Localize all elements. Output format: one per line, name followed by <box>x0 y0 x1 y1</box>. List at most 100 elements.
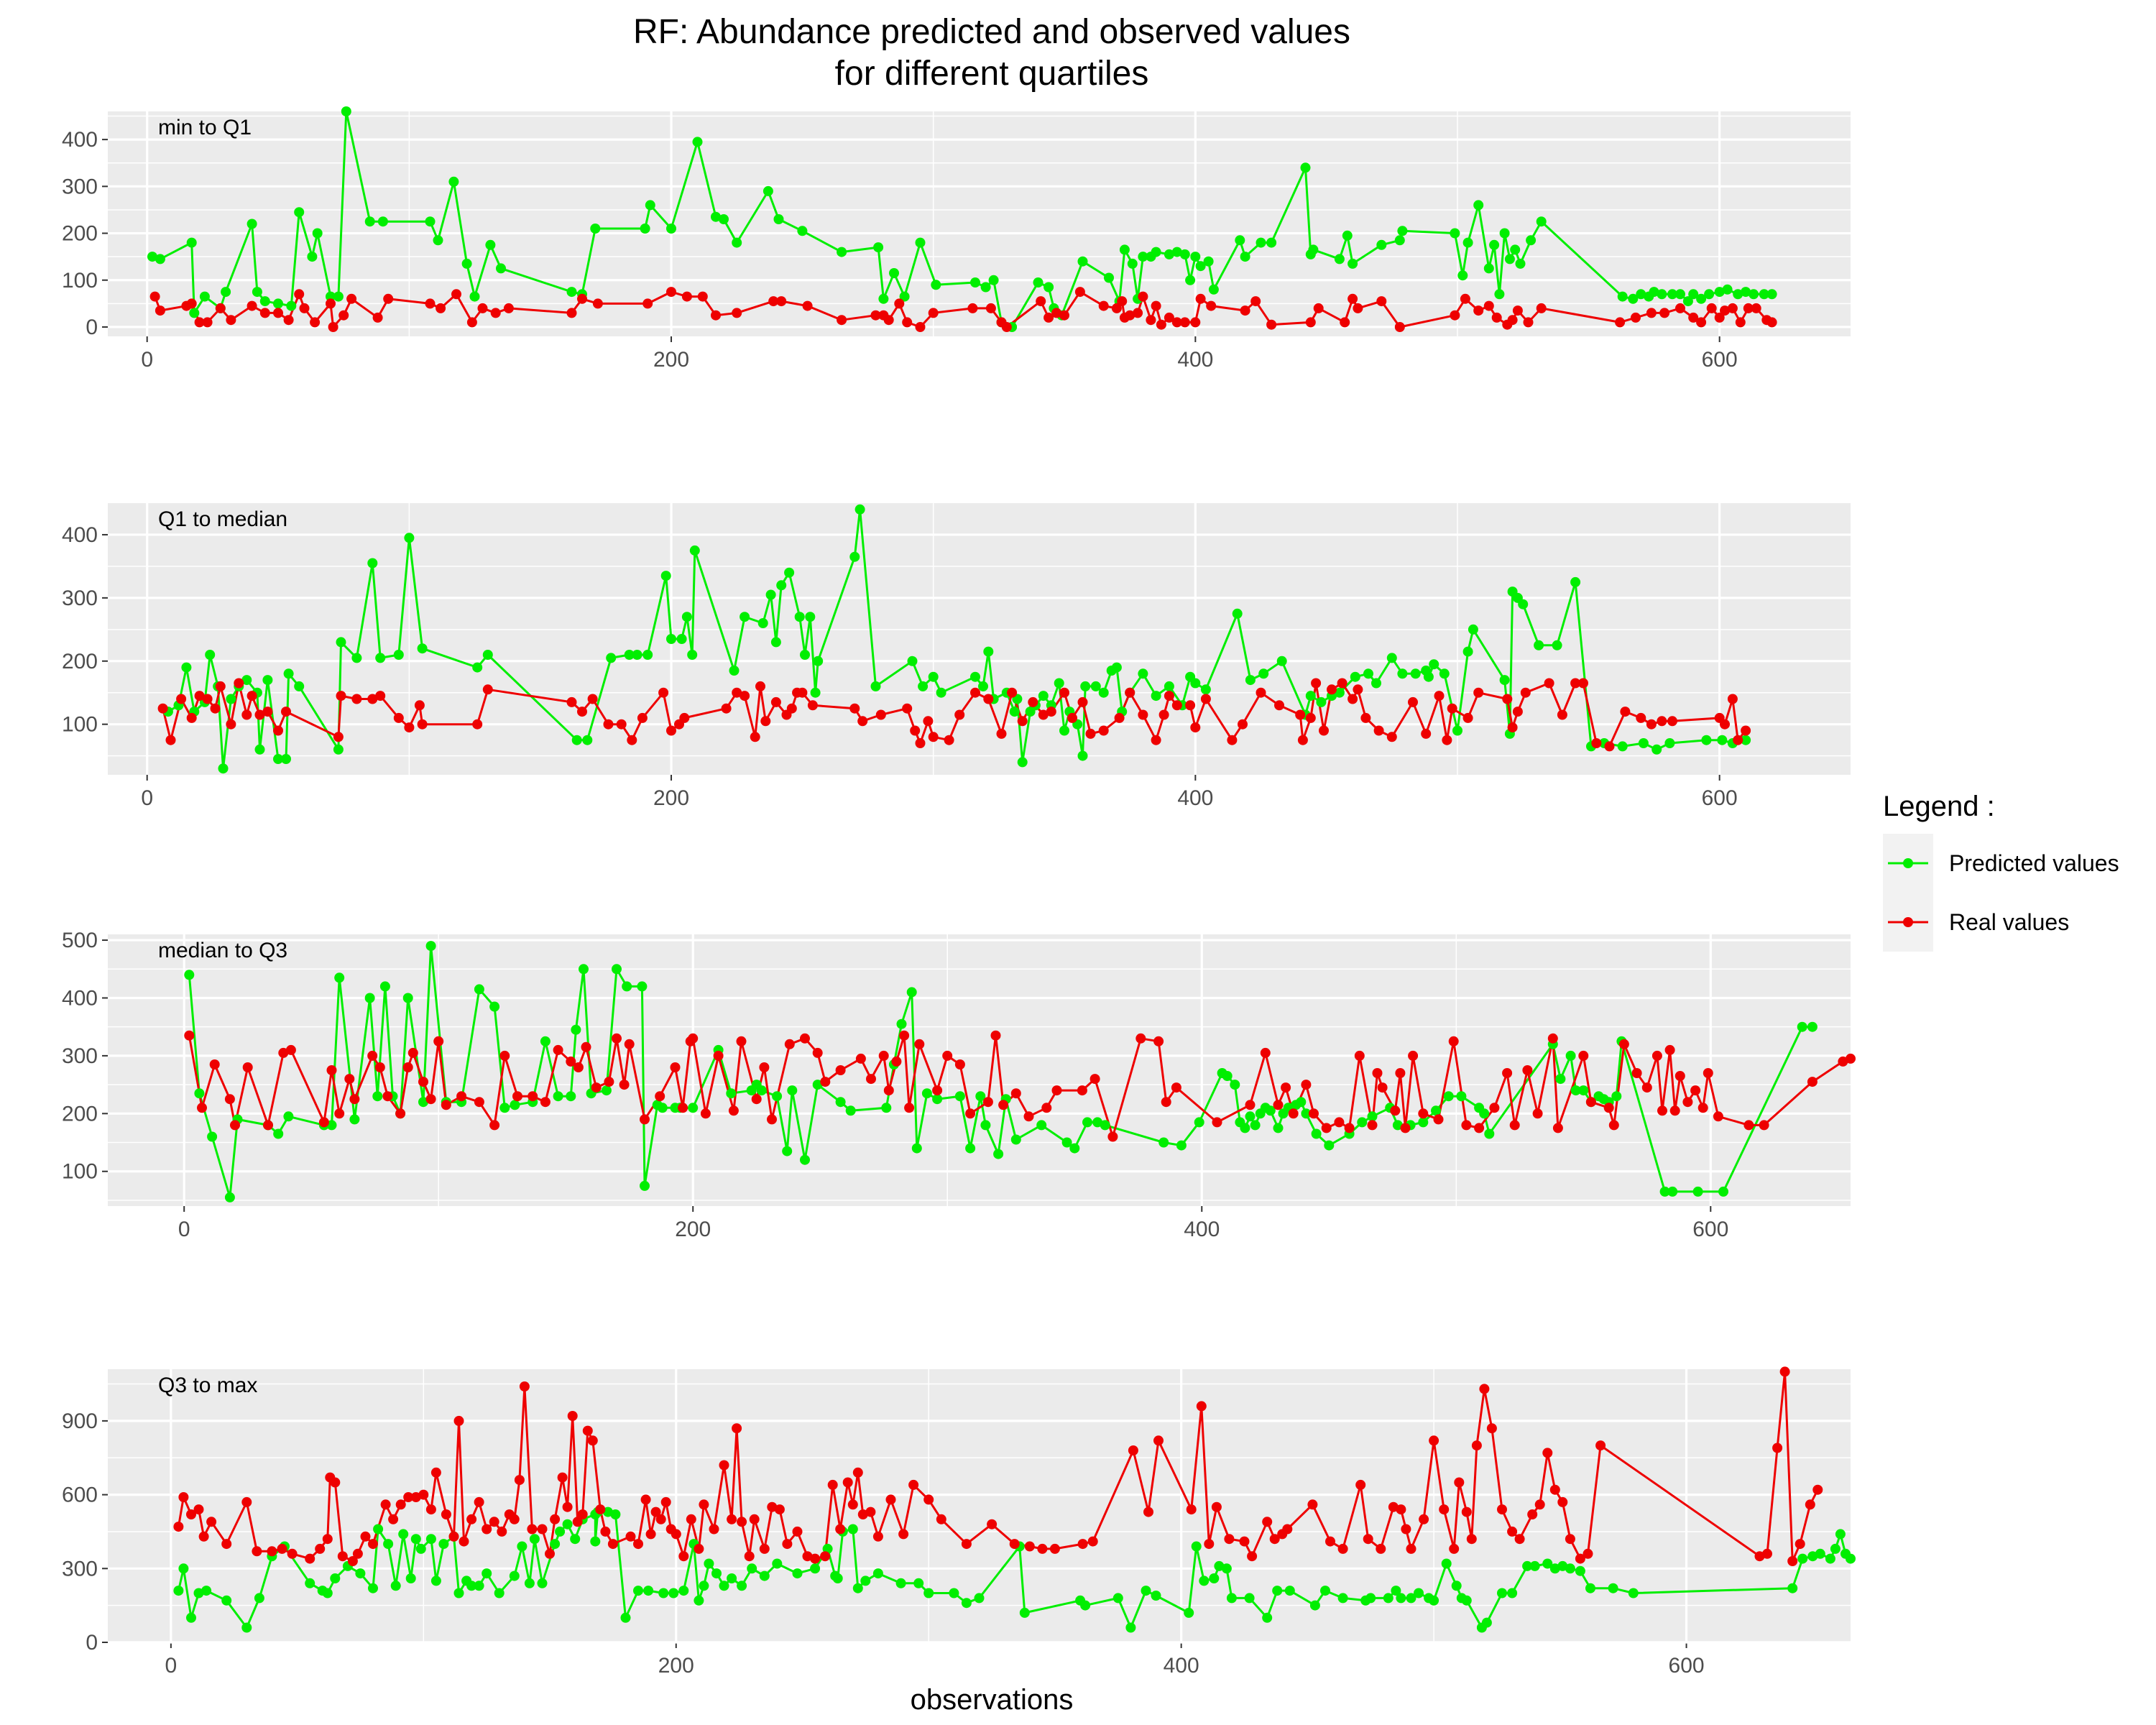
facet-panels: 0 200 400 600 0 100 200 300 400 min to Q1 0 200 400 6… <box>62 106 1856 1678</box>
data-point <box>1153 1036 1164 1046</box>
data-point <box>1727 303 1738 313</box>
data-point <box>854 504 865 515</box>
data-point <box>1077 256 1088 267</box>
data-point <box>267 1546 277 1557</box>
data-point <box>207 1131 218 1142</box>
data-point <box>692 137 703 147</box>
data-point <box>1400 1123 1411 1133</box>
data-point <box>640 224 650 234</box>
facet-panel: 0 200 400 600 0 100 200 300 400 min to Q1 <box>62 106 1851 372</box>
y-tick-label: 200 <box>62 222 98 246</box>
data-point <box>1667 1186 1678 1197</box>
data-point <box>466 317 477 328</box>
data-point <box>482 1568 492 1579</box>
data-point <box>895 1578 906 1588</box>
data-point <box>1324 1140 1335 1151</box>
data-point <box>1394 322 1405 332</box>
data-point <box>719 1460 729 1471</box>
data-point <box>448 1531 459 1542</box>
data-point <box>1443 1091 1454 1102</box>
data-point <box>1457 270 1468 281</box>
data-point <box>740 691 750 702</box>
data-point <box>671 1529 681 1540</box>
data-point <box>896 1018 907 1029</box>
data-point <box>1651 744 1662 755</box>
data-point <box>792 1526 803 1537</box>
data-point <box>577 293 587 304</box>
data-point <box>1583 1548 1593 1559</box>
data-point <box>627 735 637 745</box>
data-point <box>1452 725 1462 736</box>
data-point <box>983 646 994 657</box>
data-point <box>810 687 821 698</box>
data-point <box>472 719 483 730</box>
data-point <box>983 694 994 704</box>
data-point <box>1578 1085 1589 1096</box>
data-point <box>372 312 383 323</box>
data-point <box>287 1548 298 1559</box>
data-point <box>885 1494 896 1505</box>
data-point <box>1334 687 1345 698</box>
data-point <box>1260 1047 1271 1058</box>
data-point <box>1552 1123 1563 1133</box>
data-point <box>1309 1108 1319 1119</box>
data-point <box>451 289 461 300</box>
data-point <box>878 293 889 304</box>
data-point <box>980 282 991 293</box>
data-point <box>1258 668 1269 679</box>
data-point <box>1714 312 1725 323</box>
data-point <box>1701 735 1712 745</box>
data-point <box>603 719 614 730</box>
data-point <box>459 1536 469 1547</box>
data-point <box>197 1103 207 1113</box>
data-point <box>283 668 294 679</box>
data-point <box>719 214 729 224</box>
data-point <box>985 303 996 313</box>
data-point <box>732 687 742 698</box>
data-point <box>1386 653 1397 663</box>
y-tick-label: 100 <box>62 713 98 737</box>
data-point <box>1441 1558 1452 1569</box>
data-point <box>1311 678 1322 689</box>
data-point <box>388 1514 399 1524</box>
data-point <box>322 1534 333 1545</box>
data-point <box>281 754 291 764</box>
data-point <box>1009 1539 1020 1550</box>
data-point <box>967 303 978 313</box>
data-point <box>732 1423 742 1434</box>
data-point <box>978 681 988 691</box>
data-point <box>590 224 601 234</box>
data-point <box>860 1576 871 1586</box>
data-point <box>666 224 676 234</box>
data-point <box>988 275 999 285</box>
x-tick-label: 0 <box>165 1654 178 1678</box>
data-point <box>277 1543 287 1554</box>
data-point <box>1570 576 1581 587</box>
data-point <box>456 1091 467 1102</box>
data-point <box>847 1524 858 1535</box>
data-point <box>1741 725 1751 736</box>
data-point <box>349 1114 360 1125</box>
data-point <box>1565 1563 1575 1574</box>
facet-label: median to Q3 <box>158 939 287 962</box>
data-point <box>1386 732 1397 742</box>
data-point <box>1327 684 1337 695</box>
data-point <box>402 993 413 1003</box>
data-point <box>1191 1541 1202 1552</box>
data-point <box>642 650 653 660</box>
data-point <box>1762 1548 1772 1559</box>
data-point <box>1350 671 1360 682</box>
data-point <box>1509 1120 1520 1131</box>
data-point <box>928 671 939 682</box>
data-point <box>1019 1607 1030 1618</box>
data-point <box>1151 691 1161 702</box>
data-point <box>1507 722 1518 733</box>
data-point <box>1138 668 1148 679</box>
data-point <box>1208 284 1219 295</box>
data-point <box>1080 681 1091 691</box>
data-point <box>670 1062 681 1072</box>
data-point <box>794 612 805 622</box>
data-point <box>1657 1105 1667 1116</box>
data-point <box>1474 1123 1485 1133</box>
data-point <box>1461 1595 1472 1606</box>
